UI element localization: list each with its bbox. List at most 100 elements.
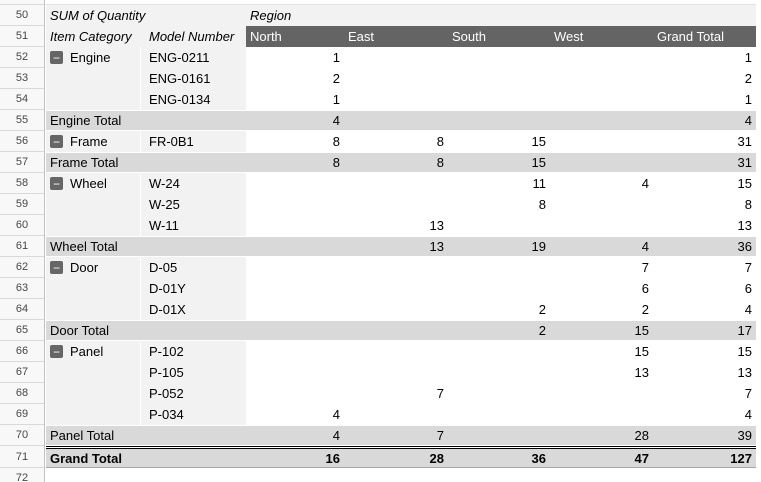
cell-south[interactable] [448,426,550,445]
cell-model-number[interactable]: D-01X [141,299,246,320]
cell-item-category[interactable] [46,278,141,299]
cell-item-category[interactable]: − Engine [46,47,141,68]
column-header-grand-total[interactable]: Grand Total [653,26,756,47]
cell-grand-total[interactable]: 7 [653,257,756,278]
cell-grand-total[interactable]: 39 [653,426,756,445]
row-number[interactable]: 68 [0,383,44,404]
pivot-title-cell[interactable]: SUM of Quantity [46,5,246,26]
cell-grand-total[interactable]: 2 [653,68,756,89]
cell-south[interactable] [448,278,550,299]
cell-grand-total[interactable]: 4 [653,404,756,425]
cell-grand-total[interactable]: 127 [653,449,756,467]
cell-north[interactable] [246,237,344,256]
cell-grand-total[interactable]: 31 [653,131,756,152]
cell-total-label[interactable]: Grand Total [46,449,246,467]
row-number[interactable]: 56 [0,131,44,152]
cell-model-number[interactable]: D-05 [141,257,246,278]
column-header-south[interactable]: South [448,26,550,47]
cell-model-number[interactable]: P-052 [141,383,246,404]
cell-east[interactable]: 7 [344,383,448,404]
row-number[interactable]: 63 [0,278,44,299]
cell-model-number[interactable]: P-105 [141,362,246,383]
cell-west[interactable] [550,111,653,130]
row-number[interactable]: 59 [0,194,44,215]
cell-east[interactable] [344,111,448,130]
cell-west[interactable] [550,383,653,404]
cell-model-number[interactable]: FR-0B1 [141,131,246,152]
cell-south[interactable] [448,111,550,130]
cell-item-category[interactable] [46,194,141,215]
cell-grand-total[interactable]: 1 [653,89,756,110]
cell-south[interactable] [448,341,550,362]
collapse-door-button[interactable]: − [50,261,63,274]
column-header-model-number[interactable]: Model Number [141,26,246,47]
cell-south[interactable] [448,404,550,425]
row-number[interactable]: 52 [0,47,44,68]
cell-south[interactable]: 15 [448,153,550,172]
column-header-item-category[interactable]: Item Category [46,26,141,47]
cell-item-category[interactable]: − Wheel [46,173,141,194]
cell-south[interactable]: 2 [448,299,550,320]
cell-east[interactable] [344,341,448,362]
cell-item-category[interactable]: − Panel [46,341,141,362]
cell-north[interactable]: 8 [246,153,344,172]
cell-south[interactable]: 19 [448,237,550,256]
cell-west[interactable]: 13 [550,362,653,383]
cell-north[interactable] [246,299,344,320]
cell-north[interactable]: 1 [246,89,344,110]
cell-east[interactable] [344,68,448,89]
cell-north[interactable]: 1 [246,47,344,68]
cell-west[interactable] [550,131,653,152]
cell-north[interactable]: 4 [246,111,344,130]
cell-north[interactable]: 4 [246,426,344,445]
row-number[interactable]: 65 [0,320,44,341]
cell-north[interactable] [246,215,344,236]
row-number[interactable]: 61 [0,236,44,257]
cell-grand-total[interactable]: 7 [653,383,756,404]
column-header-north[interactable]: North [246,26,344,47]
cell-east[interactable]: 7 [344,426,448,445]
column-header-east[interactable]: East [344,26,448,47]
row-number[interactable]: 69 [0,404,44,425]
cell-model-number[interactable]: D-01Y [141,278,246,299]
cell-west[interactable]: 47 [550,449,653,467]
row-number-partial[interactable] [0,0,44,5]
cell-grand-total[interactable]: 13 [653,215,756,236]
cell-grand-total[interactable]: 4 [653,111,756,130]
cell-east[interactable] [344,173,448,194]
row-number[interactable]: 64 [0,299,44,320]
cell-south[interactable] [448,68,550,89]
cell-west[interactable] [550,404,653,425]
cell-grand-total[interactable]: 1 [653,47,756,68]
row-number[interactable]: 70 [0,425,44,446]
cell-west[interactable] [550,68,653,89]
cell-model-number[interactable]: W-24 [141,173,246,194]
cell-east[interactable] [344,321,448,340]
cell-east[interactable] [344,257,448,278]
cell-east[interactable] [344,404,448,425]
column-header-west[interactable]: West [550,26,653,47]
cell-item-category[interactable] [46,299,141,320]
cell-south[interactable]: 8 [448,194,550,215]
cell-north[interactable] [246,194,344,215]
cell-model-number[interactable]: P-034 [141,404,246,425]
cell-model-number[interactable]: W-11 [141,215,246,236]
cell-east[interactable]: 8 [344,153,448,172]
cell-south[interactable] [448,89,550,110]
cell-south[interactable]: 15 [448,131,550,152]
cell-south[interactable] [448,47,550,68]
row-number[interactable]: 50 [0,5,44,26]
cell-west[interactable]: 15 [550,341,653,362]
cell-item-category[interactable] [46,68,141,89]
row-number[interactable]: 72 [0,468,44,482]
cell-south[interactable]: 11 [448,173,550,194]
cell-grand-total[interactable]: 6 [653,278,756,299]
cell-grand-total[interactable]: 8 [653,194,756,215]
cell-north[interactable] [246,341,344,362]
cell-east[interactable]: 13 [344,237,448,256]
cell-north[interactable] [246,173,344,194]
cell-south[interactable] [448,362,550,383]
region-header-cell[interactable]: Region [246,5,756,26]
cell-model-number[interactable]: P-102 [141,341,246,362]
cell-north[interactable]: 2 [246,68,344,89]
